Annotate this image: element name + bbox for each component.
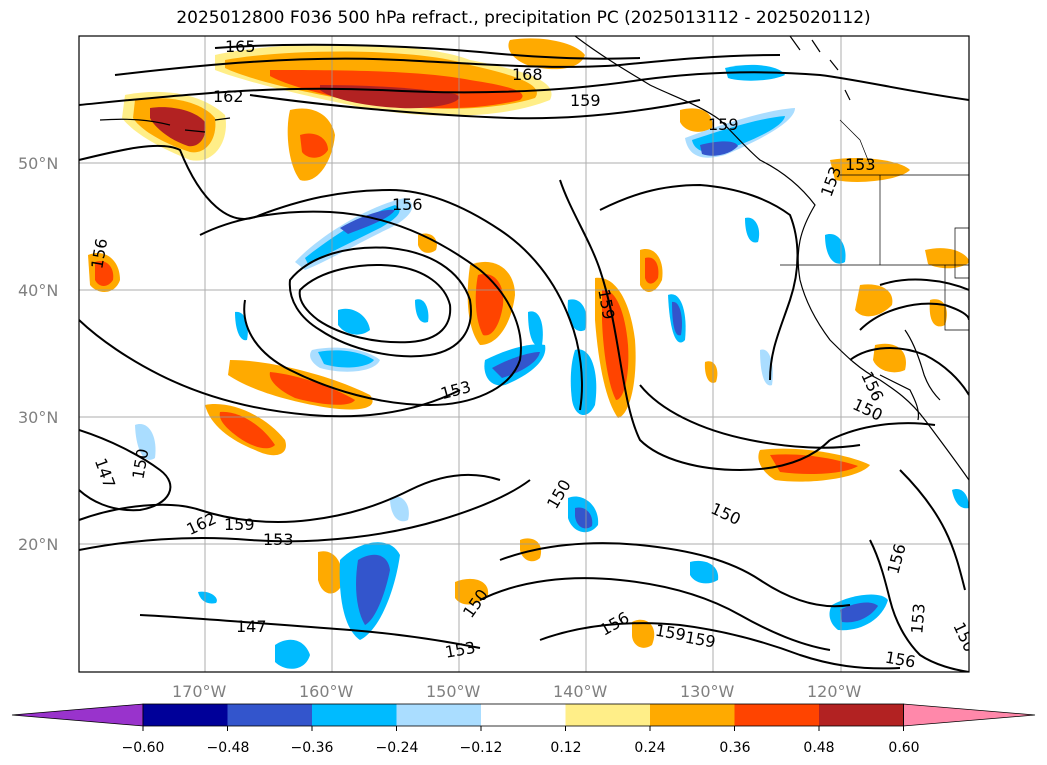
negative-anomaly-region (492, 352, 540, 378)
positive-anomaly-region (219, 411, 275, 449)
colorbar-extend-max (903, 703, 1036, 727)
colorbar-segment (481, 704, 566, 726)
colorbar-segment (143, 704, 228, 726)
shaded-fields (88, 38, 969, 669)
colorbar-segment (227, 704, 313, 726)
colorbar-segment (565, 704, 651, 726)
positive-anomaly-region (318, 551, 343, 594)
lon-label-120w: 120°W (807, 682, 862, 701)
map-title: 2025012800 F036 500 hPa refract., precip… (176, 8, 871, 28)
positive-anomaly-region (925, 248, 969, 269)
colorbar-segment (819, 704, 904, 726)
negative-anomaly-region (135, 424, 156, 460)
borders (780, 119, 969, 331)
negative-anomaly-region (672, 301, 682, 336)
lat-label-50n: 50°N (18, 154, 58, 173)
positive-anomaly-region (508, 38, 585, 70)
negative-anomaly-region (275, 639, 310, 669)
negative-anomaly-region (338, 308, 370, 335)
colorbar-tick: 0.60 (888, 740, 919, 756)
colorbar-tick: 0.24 (634, 740, 665, 756)
colorbar-tick: 0.12 (550, 740, 581, 756)
negative-anomaly-region (415, 299, 429, 323)
contour-labels: 165 168 162 159 156 156 153 153 159 150 … (87, 37, 969, 672)
colorbar-segment (312, 704, 397, 726)
colorbar-segment (734, 704, 820, 726)
contour-label: 168 (512, 65, 543, 84)
latitude-labels: 50°N 40°N 30°N 20°N (18, 154, 58, 554)
lon-label-130w: 130°W (680, 682, 735, 701)
contour-label: 159 (570, 91, 601, 110)
positive-anomaly-region (475, 274, 504, 336)
colorbar-tick-labels: −0.60 −0.48 −0.36 −0.24 −0.12 0.12 0.24 … (122, 740, 920, 756)
negative-anomaly-region (575, 507, 593, 529)
positive-anomaly-region (645, 257, 659, 284)
graticule (79, 36, 969, 672)
lat-label-20n: 20°N (18, 535, 58, 554)
negative-anomaly-region (690, 560, 719, 584)
colorbar-tick: 0.48 (803, 740, 834, 756)
colorbar-extend-min (11, 703, 144, 727)
colorbar-tick: −0.48 (207, 740, 250, 756)
positive-anomaly-region (300, 133, 328, 158)
positive-anomaly-region (704, 361, 718, 383)
coastlines (99, 36, 969, 481)
negative-anomaly-region (570, 349, 597, 416)
lat-label-30n: 30°N (18, 408, 58, 427)
colorbar-segment (396, 704, 482, 726)
colorbar-tick: 0.36 (719, 740, 750, 756)
negative-anomaly-region (567, 299, 587, 332)
colorbar-tick: −0.36 (291, 740, 334, 756)
colorbar (11, 703, 1036, 731)
negative-anomaly-region (528, 311, 543, 347)
contour-label: 153 (907, 603, 929, 635)
negative-anomaly-region (356, 554, 390, 625)
contour-label: 147 (236, 617, 267, 636)
contour-label: 159 (708, 115, 739, 134)
positive-anomaly-region (855, 284, 893, 317)
colorbar-tick: −0.24 (376, 740, 419, 756)
negative-anomaly-region (952, 489, 969, 509)
colorbar-tick: −0.12 (460, 740, 503, 756)
negative-anomaly-region (825, 234, 846, 264)
negative-anomaly-region (198, 591, 217, 604)
positive-anomaly-region (150, 107, 206, 147)
positive-anomaly-region (632, 619, 655, 648)
negative-anomaly-region (840, 602, 878, 623)
positive-anomaly-region (873, 343, 906, 373)
plot-frame (78, 35, 970, 673)
positive-anomaly-region (455, 578, 489, 605)
positive-anomaly-region (830, 158, 910, 182)
positive-anomaly-region (929, 299, 947, 327)
positive-anomaly-region (320, 85, 459, 109)
colorbar-segment (650, 704, 735, 726)
negative-anomaly-region (390, 496, 409, 522)
colorbar-frame (142, 703, 904, 727)
negative-anomaly-region (700, 141, 738, 156)
positive-anomaly-region (770, 454, 858, 474)
height-contours (79, 43, 969, 672)
lon-label-140w: 140°W (553, 682, 608, 701)
contour-label: 162 (213, 87, 244, 106)
positive-anomaly-region (95, 260, 114, 286)
contour-label: 153 (263, 530, 294, 549)
lon-label-160w: 160°W (299, 682, 354, 701)
positive-anomaly-region (418, 233, 437, 253)
contour-label: 159 (224, 515, 255, 534)
negative-anomaly-region (745, 217, 760, 243)
lon-label-150w: 150°W (426, 682, 481, 701)
contour-label: 165 (225, 37, 256, 56)
negative-anomaly-region (340, 209, 395, 234)
lat-label-40n: 40°N (18, 281, 58, 300)
contour-label: 156 (392, 195, 423, 214)
lon-label-170w: 170°W (172, 682, 227, 701)
colorbar-tick: −0.60 (122, 740, 165, 756)
positive-anomaly-region (680, 108, 713, 132)
contour-label: 153 (845, 155, 876, 174)
positive-anomaly-region (269, 372, 355, 405)
longitude-labels: 170°W 160°W 150°W 140°W 130°W 120°W (172, 682, 862, 701)
